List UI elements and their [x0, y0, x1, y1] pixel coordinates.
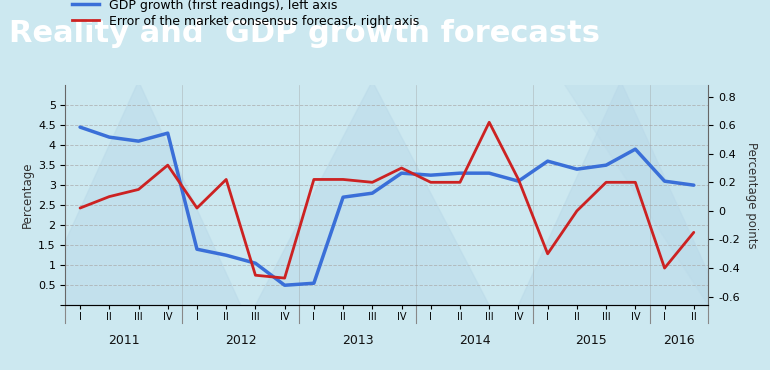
- Polygon shape: [36, 81, 241, 305]
- Text: 2014: 2014: [459, 334, 490, 347]
- Text: 2012: 2012: [225, 334, 256, 347]
- Text: 2016: 2016: [664, 334, 695, 347]
- Text: 2011: 2011: [108, 334, 139, 347]
- Y-axis label: Percentage: Percentage: [21, 162, 34, 228]
- Text: Reality and  GDP growth forecasts: Reality and GDP growth forecasts: [9, 19, 601, 48]
- Legend: GDP growth (first readings), left axis, Error of the market consensus forecast, : GDP growth (first readings), left axis, …: [72, 0, 420, 28]
- Y-axis label: Percentage points: Percentage points: [745, 142, 758, 249]
- Polygon shape: [562, 81, 708, 305]
- Text: 2015: 2015: [576, 334, 608, 347]
- Text: 2013: 2013: [342, 334, 373, 347]
- Polygon shape: [518, 81, 723, 305]
- Polygon shape: [256, 81, 489, 305]
